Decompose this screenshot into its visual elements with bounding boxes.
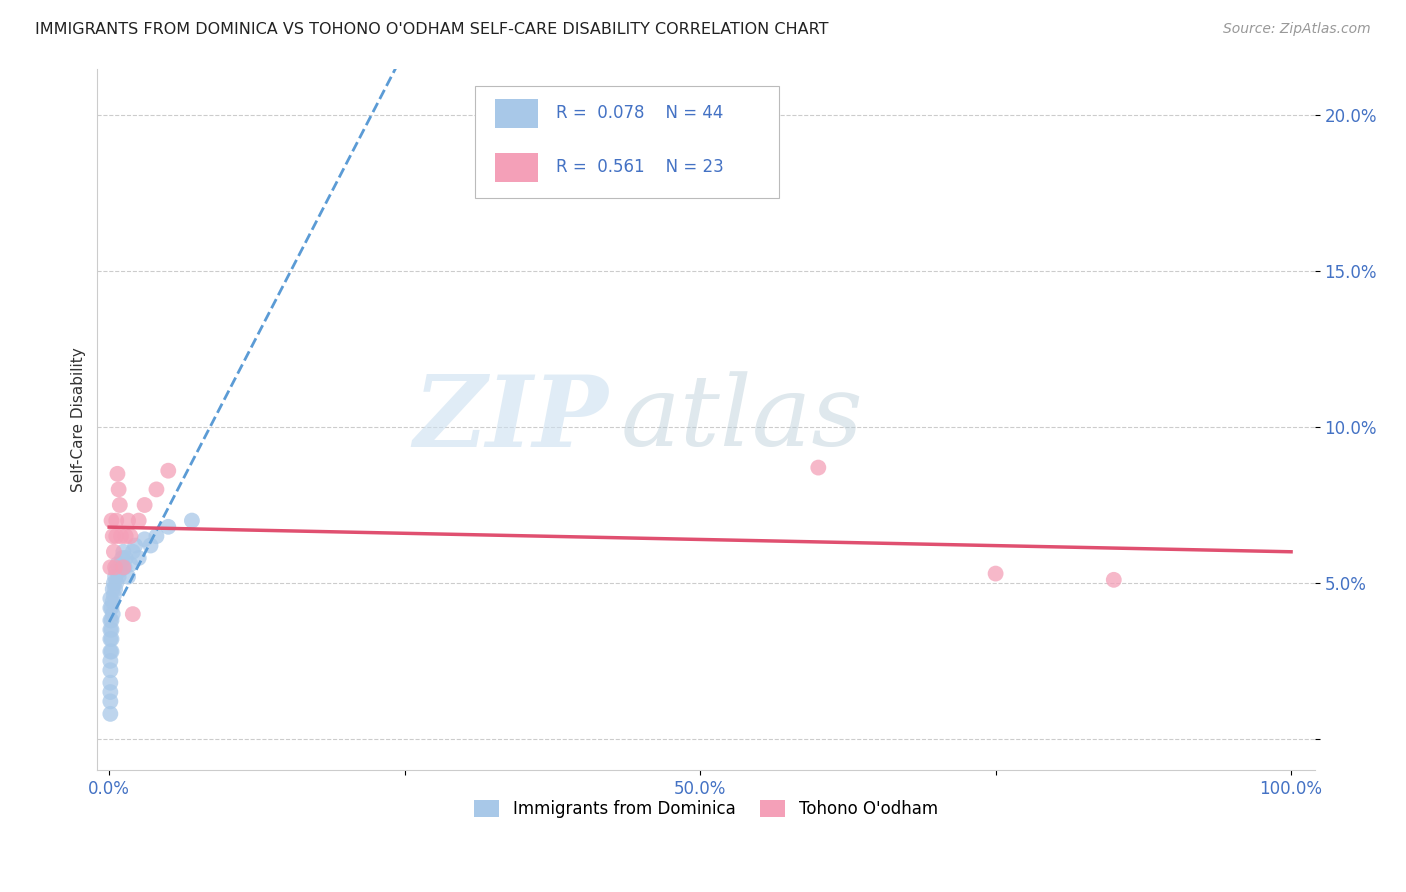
Point — [107, 483, 129, 497]
Point — [100, 632, 122, 646]
Point — [107, 570, 129, 584]
Point — [807, 460, 830, 475]
Point — [139, 539, 162, 553]
Point — [98, 663, 121, 677]
Point — [103, 588, 125, 602]
Legend: Immigrants from Dominica, Tohono O'odham: Immigrants from Dominica, Tohono O'odham — [468, 793, 945, 825]
Text: IMMIGRANTS FROM DOMINICA VS TOHONO O'ODHAM SELF-CARE DISABILITY CORRELATION CHAR: IMMIGRANTS FROM DOMINICA VS TOHONO O'ODH… — [35, 22, 828, 37]
Point — [114, 551, 136, 566]
Point — [98, 675, 121, 690]
Point — [100, 644, 122, 658]
Point — [100, 514, 122, 528]
Point — [101, 594, 124, 608]
Point — [114, 529, 136, 543]
Point — [104, 582, 127, 597]
Point — [104, 570, 127, 584]
FancyBboxPatch shape — [475, 86, 779, 198]
Point — [98, 560, 121, 574]
Point — [105, 514, 128, 528]
Point — [100, 613, 122, 627]
Text: ZIP: ZIP — [413, 371, 609, 467]
Point — [134, 533, 156, 547]
Point — [98, 600, 121, 615]
Point — [103, 576, 125, 591]
Point — [117, 570, 139, 584]
Point — [128, 551, 150, 566]
Point — [157, 520, 180, 534]
Point — [121, 545, 143, 559]
Point — [134, 498, 156, 512]
Point — [114, 560, 136, 574]
Point — [157, 464, 180, 478]
Point — [121, 607, 143, 621]
Text: atlas: atlas — [621, 372, 863, 467]
Point — [117, 514, 139, 528]
Y-axis label: Self-Care Disability: Self-Care Disability — [72, 347, 86, 491]
Point — [98, 685, 121, 699]
Point — [107, 467, 129, 481]
Point — [1102, 573, 1125, 587]
Point — [101, 607, 124, 621]
Point — [100, 600, 122, 615]
Point — [107, 558, 129, 572]
FancyBboxPatch shape — [495, 99, 538, 128]
Point — [108, 498, 131, 512]
Point — [120, 529, 142, 543]
Point — [105, 576, 128, 591]
Point — [120, 558, 142, 572]
Point — [104, 560, 127, 574]
FancyBboxPatch shape — [495, 153, 538, 182]
Point — [128, 514, 150, 528]
Point — [145, 483, 167, 497]
Point — [108, 564, 131, 578]
Point — [103, 545, 125, 559]
Point — [112, 560, 135, 574]
Point — [110, 529, 132, 543]
Point — [112, 545, 135, 559]
Point — [101, 582, 124, 597]
Point — [111, 551, 134, 566]
Point — [124, 539, 146, 553]
Text: R =  0.078    N = 44: R = 0.078 N = 44 — [557, 104, 724, 122]
Point — [98, 706, 121, 721]
Point — [105, 529, 128, 543]
Point — [100, 623, 122, 637]
Point — [98, 623, 121, 637]
Point — [105, 564, 128, 578]
Point — [98, 644, 121, 658]
Text: R =  0.561    N = 23: R = 0.561 N = 23 — [557, 159, 724, 177]
Point — [98, 613, 121, 627]
Point — [984, 566, 1007, 581]
Point — [98, 632, 121, 646]
Point — [98, 654, 121, 668]
Point — [110, 558, 132, 572]
Point — [145, 529, 167, 543]
Point — [180, 514, 202, 528]
Point — [98, 694, 121, 708]
Point — [98, 591, 121, 606]
Text: Source: ZipAtlas.com: Source: ZipAtlas.com — [1223, 22, 1371, 37]
Point — [101, 529, 124, 543]
